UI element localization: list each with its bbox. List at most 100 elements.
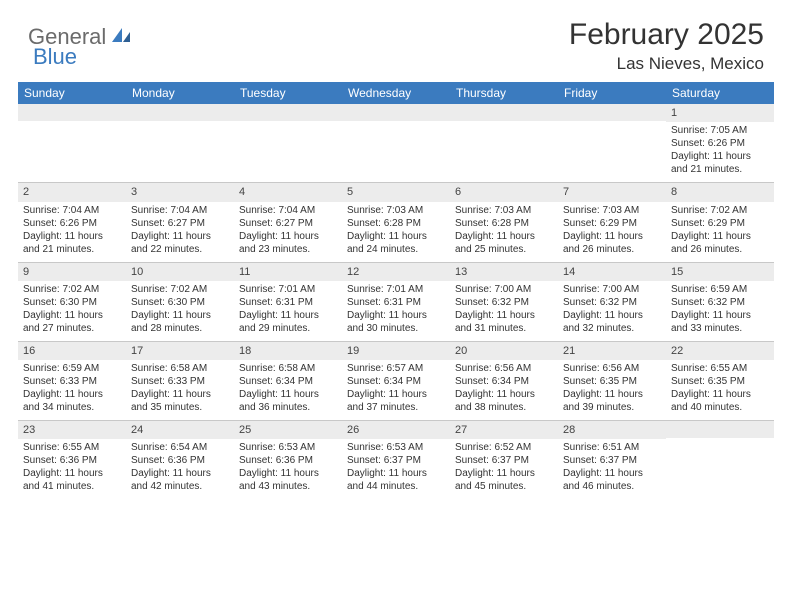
day-cell: 26Sunrise: 6:53 AMSunset: 6:37 PMDayligh…: [342, 421, 450, 499]
day-number: [558, 104, 666, 121]
daylight-text: Daylight: 11 hours and 23 minutes.: [239, 230, 337, 256]
day-body: Sunrise: 7:01 AMSunset: 6:31 PMDaylight:…: [234, 281, 342, 341]
day-header-saturday: Saturday: [666, 82, 774, 104]
day-header-sunday: Sunday: [18, 82, 126, 104]
sunrise-text: Sunrise: 6:53 AM: [239, 441, 337, 454]
daylight-text: Daylight: 11 hours and 43 minutes.: [239, 467, 337, 493]
day-cell: 4Sunrise: 7:04 AMSunset: 6:27 PMDaylight…: [234, 183, 342, 261]
sunrise-text: Sunrise: 6:52 AM: [455, 441, 553, 454]
sunset-text: Sunset: 6:27 PM: [239, 217, 337, 230]
day-cell: [666, 421, 774, 499]
day-number: 1: [666, 104, 774, 122]
sunset-text: Sunset: 6:28 PM: [455, 217, 553, 230]
day-number: 6: [450, 183, 558, 201]
day-cell: 25Sunrise: 6:53 AMSunset: 6:36 PMDayligh…: [234, 421, 342, 499]
day-cell: [342, 104, 450, 182]
week-row: 23Sunrise: 6:55 AMSunset: 6:36 PMDayligh…: [18, 420, 774, 499]
daylight-text: Daylight: 11 hours and 39 minutes.: [563, 388, 661, 414]
day-body: [234, 121, 342, 129]
daylight-text: Daylight: 11 hours and 35 minutes.: [131, 388, 229, 414]
daylight-text: Daylight: 11 hours and 21 minutes.: [671, 150, 769, 176]
day-cell: 6Sunrise: 7:03 AMSunset: 6:28 PMDaylight…: [450, 183, 558, 261]
daylight-text: Daylight: 11 hours and 40 minutes.: [671, 388, 769, 414]
day-cell: 20Sunrise: 6:56 AMSunset: 6:34 PMDayligh…: [450, 342, 558, 420]
day-cell: 16Sunrise: 6:59 AMSunset: 6:33 PMDayligh…: [18, 342, 126, 420]
sunrise-text: Sunrise: 7:03 AM: [455, 204, 553, 217]
sunrise-text: Sunrise: 6:58 AM: [239, 362, 337, 375]
sunset-text: Sunset: 6:35 PM: [563, 375, 661, 388]
day-number: 18: [234, 342, 342, 360]
day-cell: 2Sunrise: 7:04 AMSunset: 6:26 PMDaylight…: [18, 183, 126, 261]
day-body: Sunrise: 6:55 AMSunset: 6:36 PMDaylight:…: [18, 439, 126, 499]
day-body: [126, 121, 234, 129]
day-cell: 13Sunrise: 7:00 AMSunset: 6:32 PMDayligh…: [450, 263, 558, 341]
sunset-text: Sunset: 6:37 PM: [347, 454, 445, 467]
sunset-text: Sunset: 6:27 PM: [131, 217, 229, 230]
sunrise-text: Sunrise: 6:56 AM: [563, 362, 661, 375]
daylight-text: Daylight: 11 hours and 31 minutes.: [455, 309, 553, 335]
calendar: SundayMondayTuesdayWednesdayThursdayFrid…: [0, 82, 792, 499]
sunrise-text: Sunrise: 7:03 AM: [347, 204, 445, 217]
day-body: Sunrise: 6:56 AMSunset: 6:34 PMDaylight:…: [450, 360, 558, 420]
daylight-text: Daylight: 11 hours and 45 minutes.: [455, 467, 553, 493]
sunrise-text: Sunrise: 6:56 AM: [455, 362, 553, 375]
day-cell: 5Sunrise: 7:03 AMSunset: 6:28 PMDaylight…: [342, 183, 450, 261]
week-row: 9Sunrise: 7:02 AMSunset: 6:30 PMDaylight…: [18, 262, 774, 341]
day-body: Sunrise: 7:02 AMSunset: 6:30 PMDaylight:…: [126, 281, 234, 341]
day-body: Sunrise: 6:53 AMSunset: 6:37 PMDaylight:…: [342, 439, 450, 499]
sunset-text: Sunset: 6:35 PM: [671, 375, 769, 388]
day-number: 4: [234, 183, 342, 201]
day-body: Sunrise: 7:03 AMSunset: 6:29 PMDaylight:…: [558, 202, 666, 262]
daylight-text: Daylight: 11 hours and 26 minutes.: [671, 230, 769, 256]
sunrise-text: Sunrise: 7:04 AM: [131, 204, 229, 217]
day-number: 9: [18, 263, 126, 281]
day-number: [18, 104, 126, 121]
sunrise-text: Sunrise: 6:55 AM: [23, 441, 121, 454]
day-cell: 24Sunrise: 6:54 AMSunset: 6:36 PMDayligh…: [126, 421, 234, 499]
header: General February 2025 Las Nieves, Mexico: [0, 0, 792, 82]
day-body: Sunrise: 7:04 AMSunset: 6:27 PMDaylight:…: [126, 202, 234, 262]
day-body: Sunrise: 7:02 AMSunset: 6:30 PMDaylight:…: [18, 281, 126, 341]
day-cell: 10Sunrise: 7:02 AMSunset: 6:30 PMDayligh…: [126, 263, 234, 341]
day-body: [18, 121, 126, 129]
day-number: 8: [666, 183, 774, 201]
day-number: 24: [126, 421, 234, 439]
day-header-monday: Monday: [126, 82, 234, 104]
day-body: Sunrise: 6:57 AMSunset: 6:34 PMDaylight:…: [342, 360, 450, 420]
day-cell: 23Sunrise: 6:55 AMSunset: 6:36 PMDayligh…: [18, 421, 126, 499]
daylight-text: Daylight: 11 hours and 30 minutes.: [347, 309, 445, 335]
daylight-text: Daylight: 11 hours and 29 minutes.: [239, 309, 337, 335]
day-cell: 15Sunrise: 6:59 AMSunset: 6:32 PMDayligh…: [666, 263, 774, 341]
sunset-text: Sunset: 6:29 PM: [671, 217, 769, 230]
day-cell: 17Sunrise: 6:58 AMSunset: 6:33 PMDayligh…: [126, 342, 234, 420]
day-header-row: SundayMondayTuesdayWednesdayThursdayFrid…: [18, 82, 774, 104]
day-body: Sunrise: 7:00 AMSunset: 6:32 PMDaylight:…: [558, 281, 666, 341]
day-number: [450, 104, 558, 121]
sunset-text: Sunset: 6:37 PM: [563, 454, 661, 467]
daylight-text: Daylight: 11 hours and 46 minutes.: [563, 467, 661, 493]
sunrise-text: Sunrise: 7:04 AM: [23, 204, 121, 217]
day-number: 15: [666, 263, 774, 281]
day-number: 20: [450, 342, 558, 360]
sunrise-text: Sunrise: 6:51 AM: [563, 441, 661, 454]
month-title: February 2025: [569, 18, 764, 52]
title-block: February 2025 Las Nieves, Mexico: [569, 18, 764, 74]
sunset-text: Sunset: 6:37 PM: [455, 454, 553, 467]
daylight-text: Daylight: 11 hours and 34 minutes.: [23, 388, 121, 414]
logo-sail-icon: [110, 26, 132, 49]
day-cell: 28Sunrise: 6:51 AMSunset: 6:37 PMDayligh…: [558, 421, 666, 499]
sunset-text: Sunset: 6:33 PM: [23, 375, 121, 388]
daylight-text: Daylight: 11 hours and 38 minutes.: [455, 388, 553, 414]
day-body: Sunrise: 7:01 AMSunset: 6:31 PMDaylight:…: [342, 281, 450, 341]
day-cell: 7Sunrise: 7:03 AMSunset: 6:29 PMDaylight…: [558, 183, 666, 261]
day-body: [450, 121, 558, 129]
day-body: Sunrise: 7:03 AMSunset: 6:28 PMDaylight:…: [342, 202, 450, 262]
day-cell: [558, 104, 666, 182]
day-number: 10: [126, 263, 234, 281]
sunset-text: Sunset: 6:32 PM: [563, 296, 661, 309]
day-body: Sunrise: 6:54 AMSunset: 6:36 PMDaylight:…: [126, 439, 234, 499]
sunset-text: Sunset: 6:36 PM: [239, 454, 337, 467]
sunrise-text: Sunrise: 7:01 AM: [347, 283, 445, 296]
day-body: Sunrise: 7:02 AMSunset: 6:29 PMDaylight:…: [666, 202, 774, 262]
day-body: Sunrise: 7:05 AMSunset: 6:26 PMDaylight:…: [666, 122, 774, 182]
